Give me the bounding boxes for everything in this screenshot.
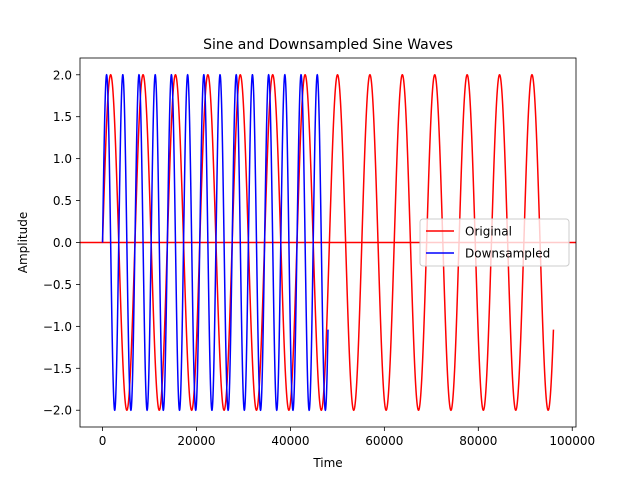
x-axis-label: Time: [312, 456, 342, 470]
x-tick-label: 60000: [365, 434, 403, 448]
y-tick-label: −2.0: [43, 404, 72, 418]
y-tick-label: −0.5: [43, 278, 72, 292]
y-axis-label: Amplitude: [16, 212, 30, 274]
x-tick-label: 20000: [177, 434, 215, 448]
y-tick-label: −1.0: [43, 320, 72, 334]
y-tick-label: 2.0: [53, 68, 72, 82]
legend-label-original: Original: [465, 225, 512, 239]
y-tick-label: 0.0: [53, 236, 72, 250]
x-tick-label: 40000: [271, 434, 309, 448]
x-axis: 0 20000 40000 60000 80000 100000: [99, 427, 595, 448]
y-tick-label: 1.0: [53, 152, 72, 166]
series-line-downsampled: [101, 73, 329, 412]
y-tick-label: 1.5: [53, 110, 72, 124]
x-tick-label: 100000: [549, 434, 595, 448]
series-line-original: [101, 73, 555, 412]
legend-label-downsampled: Downsampled: [465, 247, 550, 261]
legend-box: [419, 218, 570, 267]
y-tick-label: 0.5: [53, 194, 72, 208]
y-tick-label: −1.5: [43, 362, 72, 376]
chart-title: Sine and Downsampled Sine Waves: [203, 37, 453, 53]
x-tick-label: 80000: [459, 434, 497, 448]
legend: Original Downsampled: [419, 218, 570, 267]
y-axis: −2.0 −1.5 −1.0 −0.5 0.0 0.5 1.0 1.5 2.0: [43, 68, 80, 418]
x-tick-label: 0: [99, 434, 107, 448]
